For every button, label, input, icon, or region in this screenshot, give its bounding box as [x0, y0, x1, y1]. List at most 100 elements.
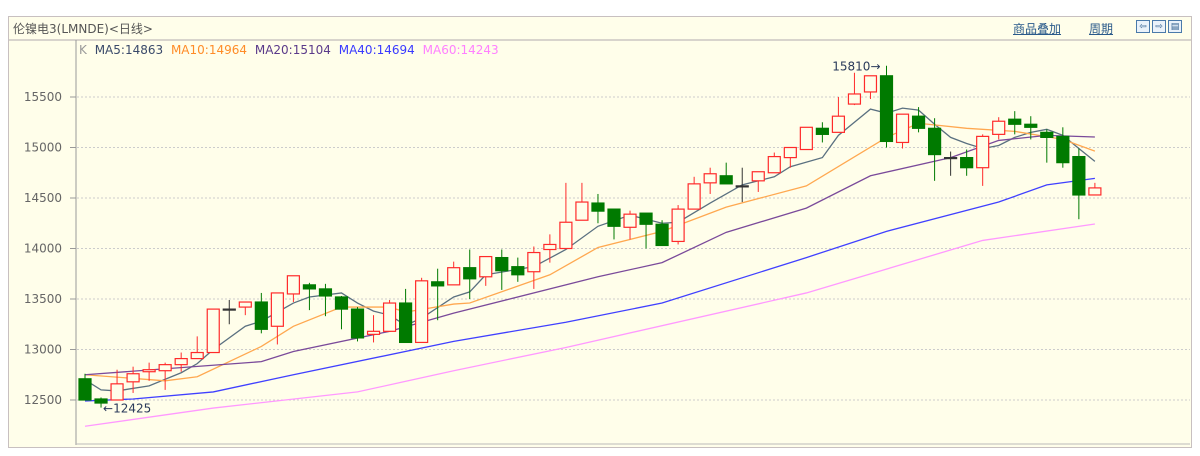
- chart-title: 伦镍电3(LMNDE)<日线>: [13, 22, 153, 36]
- candle: [879, 65, 894, 148]
- candle: [1024, 116, 1038, 140]
- candle-body: [366, 330, 381, 335]
- candle: [1056, 127, 1070, 168]
- candle-body: [911, 115, 926, 129]
- candle: [543, 234, 557, 263]
- candle-body: [607, 208, 621, 227]
- low-annotation: ←12425: [103, 402, 151, 416]
- candle: [591, 193, 605, 224]
- candle: [431, 268, 445, 321]
- candle-body: [350, 308, 365, 339]
- y-tick-label: 14500: [24, 191, 62, 205]
- candle-body: [1024, 123, 1038, 128]
- candle-body: [527, 251, 541, 273]
- y-tick-label: 13500: [24, 292, 62, 306]
- candle-body: [110, 383, 124, 401]
- candle-body: [479, 255, 493, 278]
- candle: [334, 295, 349, 330]
- ma5-line: [84, 107, 1096, 392]
- candle: [382, 300, 397, 332]
- candle: [559, 182, 573, 250]
- candle: [751, 171, 765, 192]
- arrow-right-icon[interactable]: ⇨: [1152, 20, 1166, 33]
- candle: [254, 292, 268, 334]
- candle-body: [334, 296, 349, 310]
- candle: [831, 97, 846, 133]
- candle: [687, 176, 701, 210]
- candle-body: [238, 301, 252, 308]
- candle-body: [751, 171, 765, 182]
- candle: [623, 210, 637, 240]
- candle: [463, 249, 477, 299]
- candle: [944, 151, 958, 176]
- candle-body: [190, 351, 204, 360]
- candle: [142, 362, 156, 381]
- candle-body: [623, 213, 637, 228]
- ma40-line: [84, 177, 1095, 402]
- ma-legend: K MA5:14863 MA10:14964 MA20:15104 MA40:1…: [79, 43, 503, 57]
- layout-icon[interactable]: ▤: [1168, 20, 1182, 33]
- candle-body: [463, 267, 477, 280]
- candle-body: [671, 208, 685, 243]
- candle-body: [1008, 118, 1022, 125]
- candle-body: [559, 221, 573, 250]
- candle: [847, 72, 862, 106]
- candle-body: [960, 157, 974, 169]
- candle-body: [495, 256, 509, 272]
- candle: [399, 288, 413, 344]
- candle-body: [158, 364, 172, 372]
- candle: [94, 397, 108, 408]
- candle-body: [992, 120, 1006, 135]
- candle: [415, 277, 429, 344]
- period-link[interactable]: 周期: [1089, 22, 1114, 36]
- candle-body: [927, 127, 942, 156]
- candle: [110, 369, 124, 401]
- y-tick-label: 15000: [24, 141, 62, 155]
- candle-body: [254, 301, 268, 330]
- candle-body: [126, 373, 140, 383]
- candle: [190, 336, 204, 360]
- legend-ma5: MA5:14863: [94, 43, 164, 57]
- candle-body: [799, 126, 813, 151]
- candle: [799, 126, 813, 151]
- y-tick-label: 14000: [24, 242, 62, 256]
- candle-body: [944, 157, 958, 160]
- overlay-commodity-link[interactable]: 商品叠加: [1013, 22, 1062, 36]
- y-tick-label: 12500: [24, 393, 62, 407]
- title-bar: 伦镍电3(LMNDE)<日线> 商品叠加 周期 ⇦ ⇨ ▤: [9, 17, 1191, 41]
- candle-body: [415, 280, 429, 344]
- candle-body: [895, 113, 910, 144]
- candle: [575, 182, 589, 221]
- candle-body: [575, 201, 589, 221]
- candle: [863, 75, 878, 100]
- candle: [511, 257, 525, 282]
- candle-body: [318, 288, 333, 297]
- legend-k: K: [79, 43, 87, 57]
- arrow-left-icon[interactable]: ⇦: [1136, 20, 1150, 33]
- candle-body: [94, 398, 108, 404]
- candle: [671, 205, 685, 245]
- candle-body: [1056, 135, 1070, 164]
- candle-body: [142, 369, 156, 373]
- candle-body: [655, 223, 669, 247]
- candle-body: [1088, 187, 1102, 196]
- candle: [976, 134, 990, 186]
- high-annotation: 15810→: [832, 60, 880, 74]
- candle: [639, 212, 653, 249]
- candle: [767, 152, 781, 174]
- candle: [960, 149, 974, 176]
- candle-body: [831, 115, 846, 133]
- candle: [206, 308, 220, 354]
- chart-window: 伦镍电3(LMNDE)<日线> 商品叠加 周期 ⇦ ⇨ ▤ K MA5:1486…: [8, 16, 1192, 448]
- candle-body: [863, 75, 878, 93]
- candle-body: [270, 292, 284, 327]
- candle: [222, 300, 236, 325]
- candle-body: [767, 155, 781, 174]
- candle: [735, 167, 749, 203]
- candle-body: [687, 183, 701, 210]
- candle-body: [382, 302, 397, 332]
- candle: [1088, 182, 1102, 196]
- candle-body: [174, 357, 188, 366]
- candle: [1072, 148, 1086, 220]
